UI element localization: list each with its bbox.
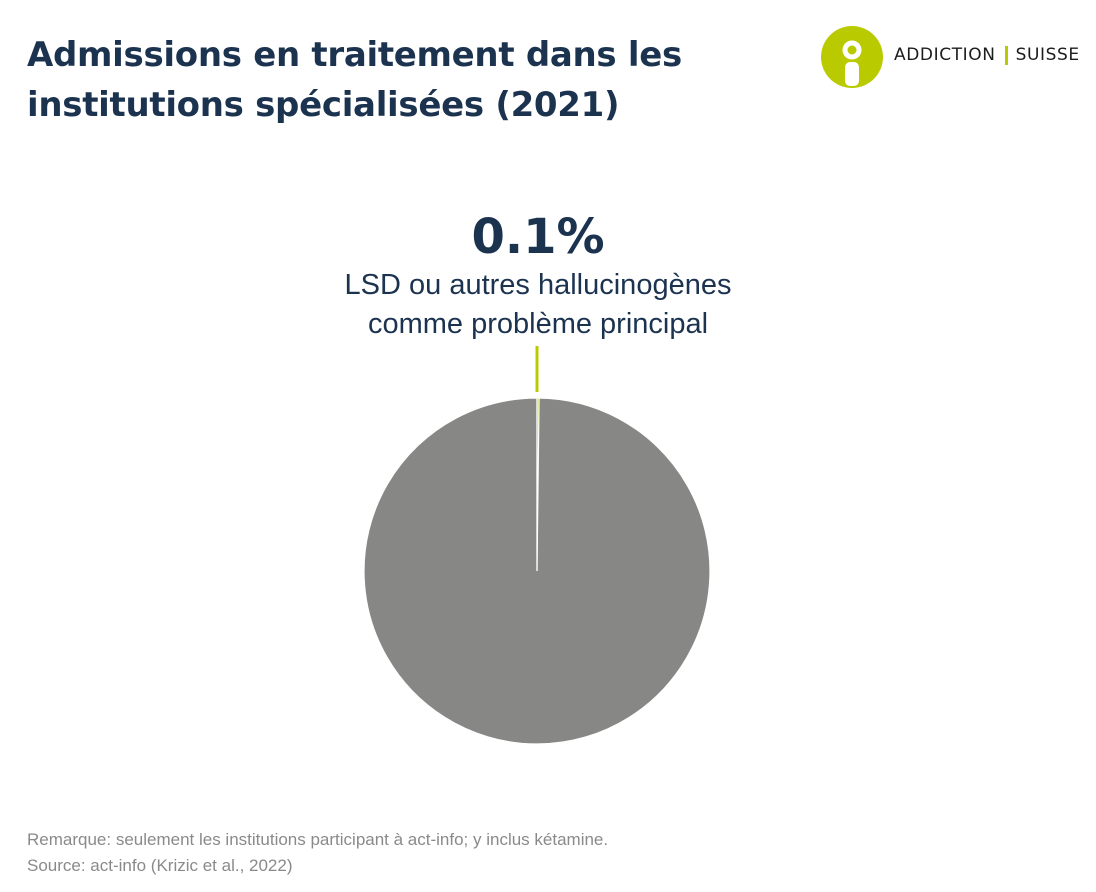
logo-person-icon [821,26,883,88]
logo-word-addiction: ADDICTION [894,45,996,65]
logo-wordmark: ADDICTION SUISSE [894,45,1080,65]
annotation-text-line-2: comme problème principal [368,308,708,340]
annotation-value-label: 0.1% [471,209,604,265]
footnote-remark: Remarque: seulement les institutions par… [27,830,609,849]
logo-word-suisse: SUISSE [1015,45,1080,65]
pie-slice-lsd-hallucinogens [536,397,540,572]
addiction-suisse-logo: ADDICTION SUISSE [821,26,1081,88]
annotation-text-line-1: LSD ou autres hallucinogènes [345,269,732,301]
pie-slices [363,397,711,745]
footnote: Remarque: seulement les institutions par… [27,827,608,879]
logo-divider [1004,45,1008,65]
footnote-source: Source: act-info (Krizic et al., 2022) [27,856,293,875]
page-title: Admissions en traitement dans les instit… [27,35,682,125]
